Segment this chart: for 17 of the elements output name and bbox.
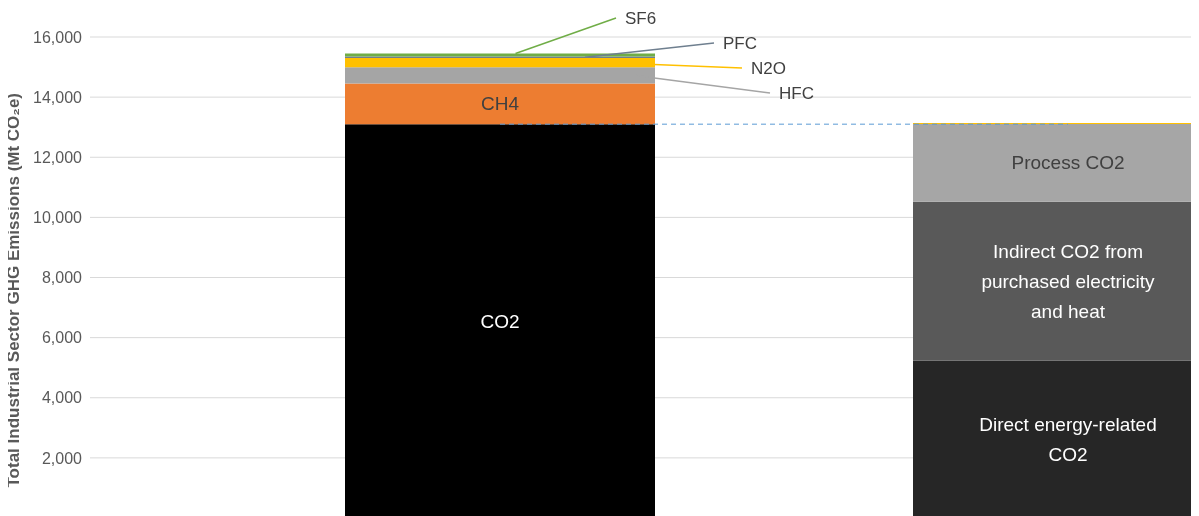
y-tick-label: 2,000 (41, 449, 83, 467)
y-tick-label: 16,000 (33, 28, 83, 46)
series-label: CH4 (480, 93, 520, 115)
series-label: Indirect CO2 from purchased electricity and heat (981, 240, 1156, 322)
y-tick-label: 8,000 (41, 269, 83, 287)
y-tick-label: 4,000 (41, 389, 83, 407)
series-label: Direct energy-related CO2 (979, 413, 1157, 465)
series-label: CO2 (480, 310, 520, 332)
series-label: SF6 (625, 8, 657, 28)
text: PFC (723, 33, 757, 53)
text: HFC (779, 83, 814, 103)
y-tick-label: 12,000 (33, 148, 83, 166)
y-tick-label: 10,000 (33, 209, 83, 227)
text: N2O (751, 58, 786, 78)
y-tick-label: 6,000 (41, 329, 83, 347)
y-tick-label: 14,000 (33, 88, 83, 106)
series-label: Process CO2 (1011, 152, 1125, 174)
